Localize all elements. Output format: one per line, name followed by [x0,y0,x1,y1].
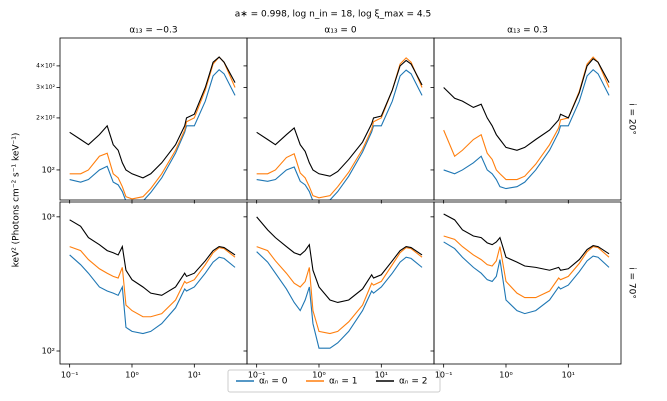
data-line [69,68,236,200]
figure-title: a∗ = 0.998, log n_in = 18, log ξ_max = 4… [235,10,432,20]
data-line [69,254,236,335]
plot-frame [246,37,435,201]
x-tick-label: 10⁻¹ [435,371,453,380]
x-tick-label: 10⁰ [125,371,138,380]
y-tick-label: 3×10² [36,84,55,91]
plot-frame [433,37,622,201]
y-tick-label: 10³ [42,212,55,221]
x-tick-label: 10⁰ [499,371,512,380]
data-line [69,246,236,318]
row-label: i = 70° [627,267,637,299]
row-label: i = 20° [627,103,637,135]
legend-label: αₙ = 0 [259,377,288,387]
data-line [256,216,423,304]
y-tick-label: 2×10² [36,114,55,121]
data-line [443,235,610,299]
data-line [69,56,236,179]
x-tick-label: 10⁻¹ [61,371,79,380]
x-tick-label: 10⁰ [312,371,325,380]
data-line [443,57,610,151]
y-tick-label: 4×10² [36,62,55,69]
plot-frame [59,201,248,365]
data-line [256,246,423,335]
panel-title: α₁₃ = 0 [324,26,356,36]
legend-label: αₙ = 1 [329,377,358,387]
legend-box [227,369,441,393]
y-axis-label: keV² (Photons cm⁻² s⁻¹ keV⁻¹) [12,133,22,268]
data-line [443,241,610,315]
y-tick-label: 10² [42,346,55,355]
data-line [256,57,423,199]
data-line [443,213,610,271]
x-tick-label: 10¹ [562,371,575,380]
data-line [69,56,236,200]
data-line [256,251,423,349]
data-line [256,69,423,200]
plot-frame [433,201,622,365]
legend-label: αₙ = 2 [399,377,428,387]
x-tick-label: 10⁻¹ [248,371,266,380]
x-tick-label: 10¹ [375,371,388,380]
data-line [443,68,610,190]
data-line [69,219,236,296]
panel-title: α₁₃ = −0.3 [129,26,177,36]
plot-frame [59,37,248,201]
data-line [256,59,423,177]
panel-title: α₁₃ = 0.3 [507,26,548,36]
y-tick-label: 10² [42,165,55,174]
x-tick-label: 10¹ [188,371,201,380]
